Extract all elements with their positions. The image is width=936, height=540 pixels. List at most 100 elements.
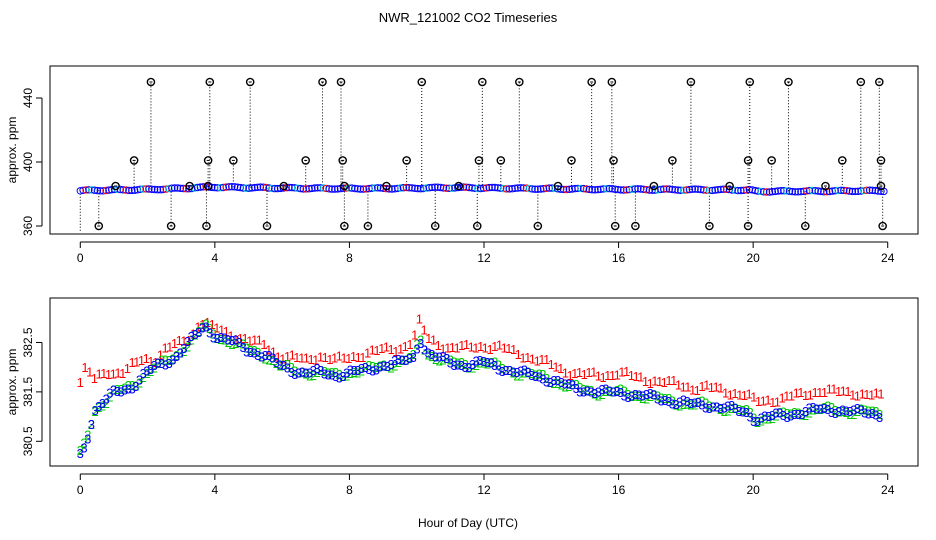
baseline-point-58 [242,184,250,192]
series-2-point-97: 2 [436,354,443,369]
baseline-point-270 [848,187,857,196]
series-3-point-164: 3 [684,394,691,409]
baseline-point-173 [571,184,579,193]
series-1-point-165: 1 [854,389,861,404]
baseline-point-158 [528,185,536,193]
series-3-point-146: 3 [617,385,624,400]
series-3-point-30: 3 [188,329,195,344]
series-2-point-65: 2 [317,363,324,378]
series-3-point-149: 3 [628,389,635,404]
series-1-point-92: 1 [510,342,517,357]
series-1-point-28: 1 [209,317,216,332]
baseline-point-154 [517,184,525,192]
series-3-point-39: 3 [221,330,228,345]
series-1-point-154: 1 [802,388,809,403]
series-3-point-57: 3 [288,365,295,380]
series-1-point-68: 1 [397,341,404,356]
spike-low-point-2 [202,221,211,231]
baseline-point-171 [565,185,573,194]
series-3-point-207: 3 [843,403,850,418]
series-1-point-104: 1 [566,368,573,383]
baseline-point-188 [614,185,622,194]
spike-high-point-7 [515,77,524,87]
series-2-point-182: 2 [750,411,757,426]
spike-mid-point-2 [229,156,238,165]
series-2-point-36: 2 [210,327,217,342]
series-2-point-96: 2 [432,352,439,367]
series-3-point-52: 3 [269,350,276,365]
series-2-point-161: 2 [672,397,679,412]
series-2-point-196: 2 [802,408,809,423]
series-2-point-107: 2 [473,358,480,373]
spike-low-point-14 [878,221,887,231]
series-1-point-158: 1 [821,385,828,400]
series-1-point-108: 1 [585,365,592,380]
series-3-point-125: 3 [539,371,546,386]
baseline-point-262 [825,187,834,196]
series-3-point-13: 3 [125,381,132,396]
series-1-point-86: 1 [482,341,489,356]
baseline-point-181 [594,185,602,194]
series-2-point-151: 2 [635,389,642,404]
series-2-point-157: 2 [658,391,665,406]
series-1-point-4: 1 [95,367,102,382]
series-2-point-84: 2 [387,360,394,375]
series-3-point-89: 3 [406,351,413,366]
baseline-point-255 [805,186,814,195]
series-1-point-67: 1 [392,344,399,359]
baseline-point-264 [831,187,839,195]
series-1-point-1: 1 [81,360,88,375]
series-3-point-29: 3 [184,334,191,349]
baseline-point-73 [285,183,293,192]
series-2-point-205: 2 [835,405,842,420]
series-3-point-195: 3 [798,407,805,422]
baseline-point-185 [605,184,613,193]
series-2-point-68: 2 [328,365,335,380]
series-1-point-21: 1 [176,333,183,348]
series-3-point-32: 3 [195,325,202,340]
baseline-point-96 [351,184,359,193]
series-2-point-168: 2 [698,393,705,408]
baseline-point-52 [225,183,233,191]
series-3-point-122: 3 [528,368,535,383]
series-1-point-54: 1 [331,351,338,366]
baseline-point-0 [76,187,85,195]
series-3-point-169: 3 [702,400,709,415]
series-1-point-66: 1 [387,342,394,357]
series-1-point-13: 1 [138,353,145,368]
series-1-point-45: 1 [289,347,296,362]
spike-mid-point-4 [338,156,347,165]
series-1-point-61: 1 [364,346,371,361]
baseline-point-247 [782,187,791,195]
series-3-point-61: 3 [302,366,309,381]
top-x-tick-label-3: 12 [477,251,491,265]
series-3-point-132: 3 [565,376,572,391]
series-1-point-103: 1 [562,366,569,381]
series-3-point-118: 3 [513,365,520,380]
series-2-point-25: 2 [169,351,176,366]
series-1-point-9: 1 [119,366,126,381]
series-1-point-124: 1 [661,375,668,390]
series-3-point-151: 3 [635,387,642,402]
baseline-point-39 [188,184,196,193]
series-1-point-120: 1 [642,374,649,389]
series-1-point-36: 1 [246,333,253,348]
series-3-point-36: 3 [210,331,217,346]
series-1-point-8: 1 [114,365,121,380]
series-3-point-117: 3 [510,365,517,380]
series-2-point-148: 2 [624,387,631,402]
series-2-point-213: 2 [865,404,872,419]
series-2-point-101: 2 [450,355,457,370]
baseline-point-172 [568,185,576,193]
series-3-point-139: 3 [591,386,598,401]
baseline-point-152 [511,184,519,193]
baseline-point-237 [754,187,762,195]
baseline-point-196 [637,185,645,193]
series-3-point-38: 3 [217,330,224,345]
baseline-point-242 [768,188,776,196]
series-3-point-124: 3 [536,369,543,384]
series-3-point-45: 3 [243,344,250,359]
baseline-point-218 [700,186,708,194]
series-3-point-216: 3 [876,410,883,425]
series-1-point-136: 1 [717,381,724,396]
